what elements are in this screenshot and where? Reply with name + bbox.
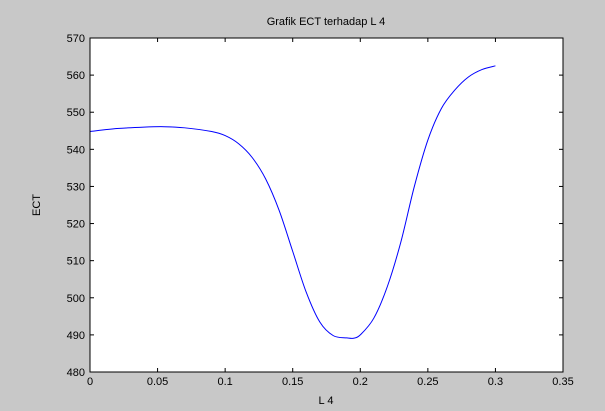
y-tick-label: 490 [67,330,85,342]
x-tick-label: 0.15 [282,376,303,388]
y-tick-label: 560 [67,70,85,82]
x-tick-label: 0.2 [353,376,368,388]
tick-layer: 0 0.05 0.1 0.15 0.2 0.25 0.3 0.35 480 490 500 510 52… [67,33,574,388]
series-layer [89,65,496,339]
plot-area [90,38,563,372]
x-axis-label: L 4 [319,395,334,407]
x-tick-label: 0 [87,376,93,388]
y-tick-label: 520 [67,219,85,231]
y-tick-label: 510 [67,256,85,268]
y-tick-label: 500 [67,293,85,305]
x-tick-label: 0.35 [552,376,573,388]
x-tick-label: 0.25 [417,376,438,388]
x-tick-label: 0.3 [488,376,503,388]
y-tick-label: 570 [67,33,85,45]
series-line [89,65,496,339]
axes-box [89,37,564,373]
y-tick-label: 480 [67,367,85,379]
y-tick-label: 530 [67,181,85,193]
x-tick-label: 0.1 [217,376,232,388]
x-tick-label: 0.05 [147,376,168,388]
y-axis-label: ECT [31,194,43,216]
y-tick-label: 540 [67,144,85,156]
y-tick-label: 550 [67,107,85,119]
chart-title: Grafik ECT terhadap L 4 [267,16,386,28]
